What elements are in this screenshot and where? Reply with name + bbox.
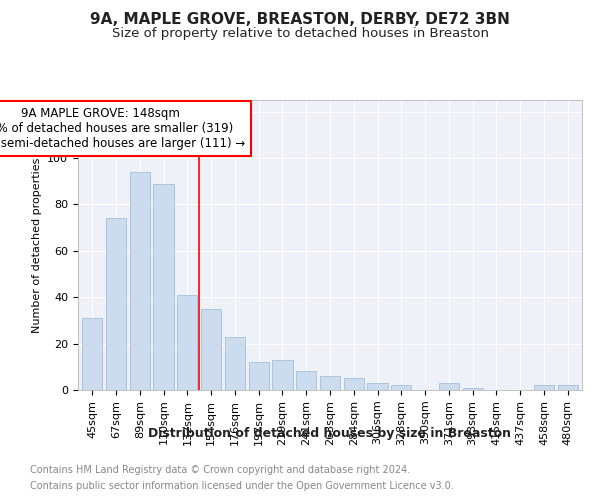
Bar bbox=[82, 318, 103, 390]
Text: Contains public sector information licensed under the Open Government Licence v3: Contains public sector information licen… bbox=[30, 481, 454, 491]
Bar bbox=[463, 388, 483, 390]
Bar bbox=[557, 386, 578, 390]
Bar bbox=[106, 218, 126, 390]
Bar bbox=[272, 360, 293, 390]
Text: Distribution of detached houses by size in Breaston: Distribution of detached houses by size … bbox=[149, 428, 511, 440]
Bar bbox=[439, 383, 459, 390]
Bar bbox=[225, 336, 245, 390]
Bar bbox=[296, 372, 316, 390]
Bar bbox=[344, 378, 364, 390]
Bar bbox=[177, 295, 197, 390]
Bar bbox=[534, 386, 554, 390]
Bar bbox=[154, 184, 173, 390]
Bar bbox=[391, 386, 412, 390]
Bar bbox=[367, 383, 388, 390]
Bar bbox=[130, 172, 150, 390]
Bar bbox=[320, 376, 340, 390]
Text: 9A, MAPLE GROVE, BREASTON, DERBY, DE72 3BN: 9A, MAPLE GROVE, BREASTON, DERBY, DE72 3… bbox=[90, 12, 510, 28]
Text: Contains HM Land Registry data © Crown copyright and database right 2024.: Contains HM Land Registry data © Crown c… bbox=[30, 465, 410, 475]
Text: Size of property relative to detached houses in Breaston: Size of property relative to detached ho… bbox=[112, 28, 488, 40]
Y-axis label: Number of detached properties: Number of detached properties bbox=[32, 158, 41, 332]
Bar bbox=[248, 362, 269, 390]
Bar bbox=[201, 309, 221, 390]
Text: 9A MAPLE GROVE: 148sqm
← 74% of detached houses are smaller (319)
26% of semi-de: 9A MAPLE GROVE: 148sqm ← 74% of detached… bbox=[0, 107, 245, 150]
